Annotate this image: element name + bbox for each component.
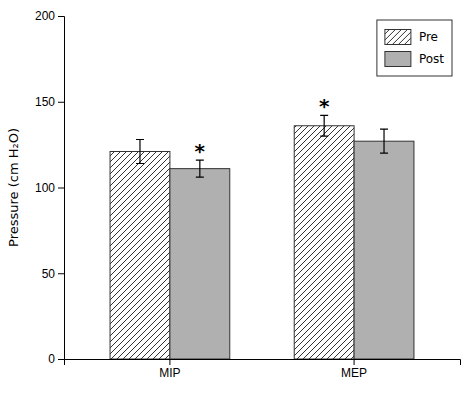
bar (110, 151, 170, 359)
marks (110, 115, 414, 359)
annotation: * (319, 94, 330, 118)
legend-label: Post (419, 52, 444, 66)
y-axis-title: Pressure (cm H₂O) (6, 128, 21, 247)
plot: MIP MEP 0 50 100 150 200 Pressure (cm H₂O) * * Pre… (6, 9, 461, 379)
y-tick-mark (58, 273, 64, 274)
x-tick-mark (169, 359, 170, 365)
y-axis-line (58, 17, 65, 360)
y-tick-label: 150 (35, 95, 55, 109)
y-tick-mark (58, 102, 64, 103)
bar (294, 126, 354, 359)
legend-label: Pre (419, 30, 438, 44)
error-bar (380, 129, 388, 153)
y-tick-label: 200 (35, 9, 55, 23)
legend-item: Post (385, 52, 444, 67)
legend: Pre Post (377, 20, 452, 76)
annotation: * (195, 139, 206, 163)
x-tick-label: MIP (159, 366, 180, 380)
y-axis: 0 50 100 150 200 (35, 9, 65, 366)
x-axis: MIP MEP (65, 359, 461, 380)
error-bar (136, 139, 144, 163)
legend-frame (377, 20, 452, 76)
y-tick-mark (58, 359, 64, 360)
y-tick-label: 50 (42, 267, 56, 281)
x-tick-mark (354, 359, 355, 365)
x-tick: MIP (159, 359, 180, 380)
chart: MIP MEP 0 50 100 150 200 Pressure (cm H₂O) * * Pre… (0, 0, 474, 397)
x-axis-line (65, 360, 461, 366)
y-tick-mark (58, 188, 64, 189)
y-tick: 100 (35, 181, 64, 195)
y-tick: 0 (48, 352, 64, 366)
bar (354, 141, 414, 359)
legend-swatch (385, 30, 411, 45)
y-tick: 200 (35, 9, 64, 23)
y-tick: 150 (35, 95, 64, 109)
y-tick-label: 100 (35, 181, 55, 195)
x-tick: MEP (341, 359, 367, 380)
x-tick-label: MEP (341, 366, 367, 380)
y-tick-label: 0 (48, 352, 55, 366)
bar (170, 169, 230, 359)
error-bar (320, 115, 328, 136)
legend-swatch (385, 52, 411, 67)
y-tick: 50 (42, 267, 64, 281)
legend-item: Pre (385, 30, 438, 45)
y-tick-mark (58, 16, 64, 17)
